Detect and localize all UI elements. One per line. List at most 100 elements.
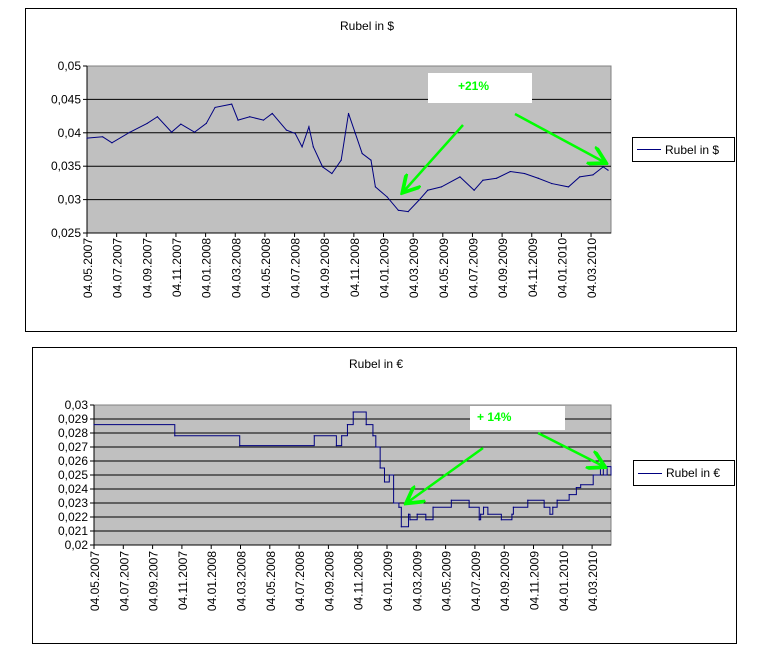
usd-arrow-to-end: [514, 112, 604, 162]
data-point: [271, 112, 273, 115]
data-point: [335, 445, 337, 447]
x-tick-label: 04.01.2010: [555, 238, 569, 298]
data-point: [249, 116, 251, 118]
data-point: [340, 159, 342, 161]
data-point: [416, 513, 418, 515]
x-tick-label: 04.11.2008: [352, 551, 366, 610]
x-tick-label: 04.05.2007: [88, 551, 102, 611]
x-tick-label: 04.11.2008: [348, 238, 362, 297]
legend-line-swatch: [637, 149, 661, 150]
data-point: [580, 484, 582, 486]
x-tick-label: 04.03.2008: [235, 551, 249, 611]
data-point: [496, 177, 498, 179]
x-tick-label: 04.11.2009: [528, 551, 542, 610]
eur-annotation-box: [470, 406, 565, 430]
data-point: [262, 119, 265, 121]
data-point: [239, 445, 241, 447]
y-tick-label: 0,03: [58, 193, 82, 207]
series-line: [94, 411, 612, 528]
x-tick-label: 04.09.2008: [322, 551, 336, 611]
data-point: [523, 172, 526, 175]
data-point: [527, 499, 529, 501]
y-tick-label: 0,022: [58, 510, 88, 524]
legend-line-swatch: [638, 472, 662, 474]
data-point: [285, 129, 288, 131]
x-tick-label: 04.09.2007: [140, 238, 154, 298]
data-point: [231, 103, 233, 105]
y-tick-label: 0,024: [58, 482, 88, 496]
y-tick-label: 0,027: [58, 440, 88, 454]
legend-label: Rubel in $: [665, 142, 720, 157]
data-point: [237, 119, 239, 121]
data-point: [193, 131, 196, 133]
data-point: [473, 189, 475, 191]
x-tick-label: 04.03.2010: [585, 238, 599, 298]
x-tick-label: 04.05.2007: [81, 238, 95, 298]
data-point: [341, 435, 343, 437]
data-point: [372, 435, 374, 437]
x-tick-label: 04.03.2008: [229, 238, 243, 298]
data-point: [400, 526, 402, 528]
data-point: [427, 189, 429, 191]
x-tick-label: 04.07.2008: [293, 551, 307, 611]
data-point: [592, 174, 594, 176]
data-point: [407, 211, 409, 213]
data-point: [552, 506, 554, 508]
data-point: [312, 146, 314, 148]
data-point: [180, 123, 182, 125]
data-point: [93, 424, 95, 426]
data-point: [432, 506, 434, 508]
data-point: [607, 169, 609, 171]
data-point: [386, 196, 388, 198]
x-tick-label: 04.03.2009: [410, 551, 424, 611]
y-tick-label: 0,025: [51, 226, 81, 240]
data-point: [170, 131, 173, 133]
data-point: [425, 519, 427, 521]
y-tick-label: 0,029: [58, 412, 88, 426]
data-point: [567, 186, 570, 188]
series-line: [86, 103, 609, 213]
data-point: [409, 519, 411, 521]
x-tick-label: 04.05.2008: [259, 238, 273, 298]
x-tick-label: 04.03.2009: [407, 238, 421, 298]
y-tick-label: 0,026: [58, 454, 88, 468]
y-tick-label: 0,03: [65, 398, 89, 412]
eur-chart-title: Rubel in €: [349, 357, 404, 371]
data-point: [579, 176, 581, 178]
data-point: [347, 112, 350, 115]
x-tick-label: 04.11.2009: [526, 238, 540, 297]
data-point: [393, 502, 395, 504]
usd-arrow-to-low: [404, 124, 464, 191]
x-tick-label: 04.07.2009: [469, 551, 483, 611]
data-point: [482, 179, 484, 181]
y-tick-label: 0,02: [65, 538, 89, 552]
data-point: [568, 494, 570, 496]
x-tick-label: 04.09.2009: [496, 238, 510, 298]
data-point: [398, 506, 400, 508]
data-point: [407, 513, 410, 515]
x-tick-label: 04.09.2008: [318, 238, 332, 298]
usd-legend: Rubel in $: [632, 137, 735, 162]
x-tick-label: 04.01.2009: [378, 238, 392, 298]
x-tick-label: 04.07.2007: [117, 551, 131, 611]
y-tick-label: 0,035: [51, 159, 81, 173]
data-point: [537, 177, 539, 179]
usd-chart-title: Rubel in $: [340, 19, 395, 33]
x-tick-label: 04.07.2009: [466, 238, 480, 298]
data-point: [556, 499, 558, 501]
y-tick-label: 0,045: [51, 92, 81, 106]
data-point: [512, 506, 514, 508]
x-tick-label: 04.01.2009: [381, 551, 395, 611]
usd-annotation-text: +21%: [458, 79, 489, 93]
data-point: [383, 481, 386, 483]
data-point: [331, 172, 333, 175]
data-point: [602, 474, 604, 476]
data-point: [313, 435, 315, 437]
x-tick-label: 04.01.2008: [200, 238, 214, 298]
data-point: [440, 186, 442, 188]
data-point: [86, 137, 88, 139]
data-point: [308, 126, 310, 128]
data-point: [388, 474, 390, 476]
data-point: [352, 411, 354, 413]
y-tick-label: 0,028: [58, 426, 88, 440]
